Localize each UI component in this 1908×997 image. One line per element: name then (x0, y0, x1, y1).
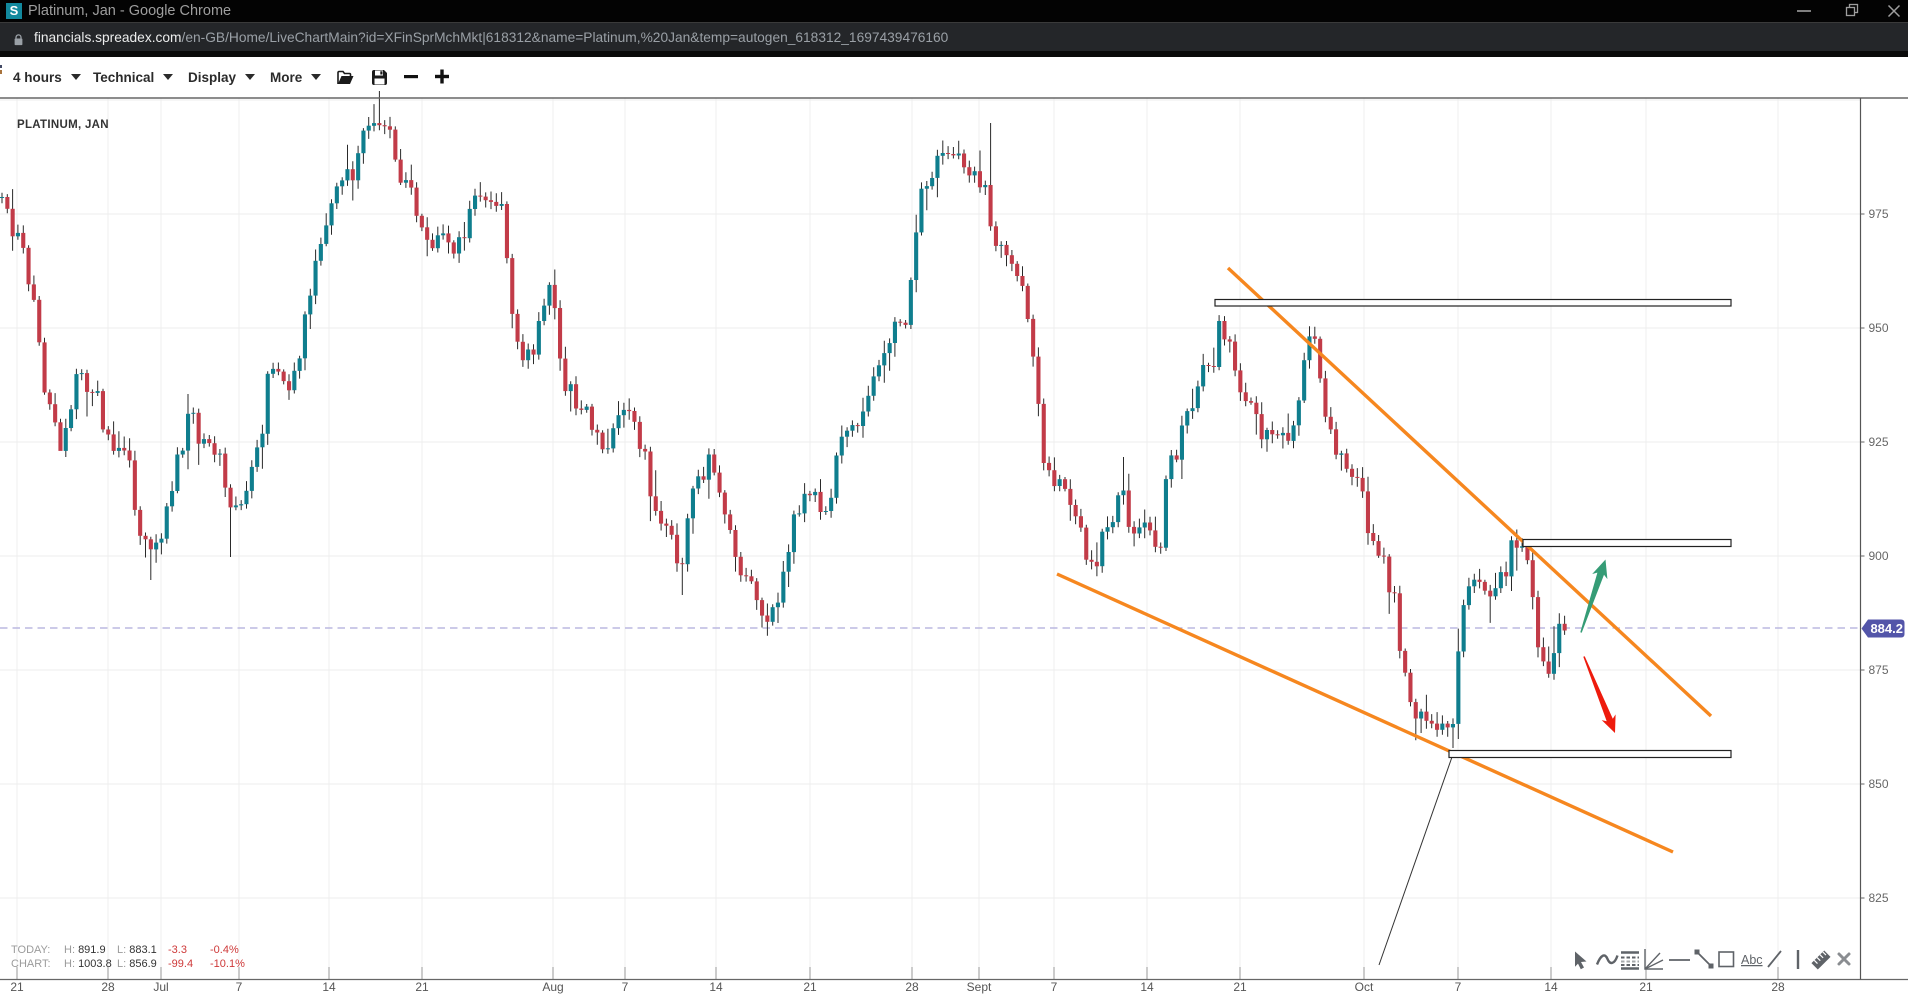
svg-text:875: 875 (1869, 663, 1889, 677)
svg-text:TODAY:: TODAY: (11, 944, 50, 956)
svg-text:21: 21 (803, 980, 817, 994)
svg-text:Jul: Jul (153, 980, 168, 994)
svg-text:14: 14 (1140, 980, 1154, 994)
svg-text:950: 950 (1869, 321, 1889, 335)
svg-text:7: 7 (1455, 980, 1462, 994)
svg-text:884.2: 884.2 (1870, 621, 1903, 636)
svg-text:L: 856.9: L: 856.9 (117, 958, 157, 970)
svg-text:PLATINUM, JAN: PLATINUM, JAN (17, 119, 109, 131)
svg-text:28: 28 (101, 980, 115, 994)
svg-text:Abc: Abc (1741, 953, 1763, 967)
svg-text:H: 1003.8: H: 1003.8 (64, 958, 112, 970)
svg-text:-10.1%: -10.1% (210, 958, 245, 970)
svg-text:7: 7 (1051, 980, 1058, 994)
svg-text:900: 900 (1869, 549, 1889, 563)
svg-text:7: 7 (622, 980, 629, 994)
svg-text:14: 14 (709, 980, 723, 994)
svg-text:14: 14 (1544, 980, 1558, 994)
svg-text:7: 7 (236, 980, 243, 994)
svg-text:825: 825 (1869, 891, 1889, 905)
svg-text:Oct: Oct (1355, 980, 1374, 994)
svg-text:21: 21 (1233, 980, 1247, 994)
svg-text:850: 850 (1869, 777, 1889, 791)
svg-text:28: 28 (1771, 980, 1785, 994)
svg-text:-99.4: -99.4 (168, 958, 193, 970)
svg-text:L: 883.1: L: 883.1 (117, 944, 157, 956)
svg-text:Aug: Aug (542, 980, 563, 994)
svg-text:975: 975 (1869, 207, 1889, 221)
svg-text:21: 21 (10, 980, 24, 994)
svg-text:925: 925 (1869, 435, 1889, 449)
svg-text:21: 21 (1639, 980, 1653, 994)
svg-text:21: 21 (415, 980, 429, 994)
svg-text:-3.3: -3.3 (168, 944, 187, 956)
svg-text:-0.4%: -0.4% (210, 944, 239, 956)
svg-text:CHART:: CHART: (11, 958, 51, 970)
svg-text:28: 28 (905, 980, 919, 994)
svg-text:14: 14 (322, 980, 336, 994)
svg-text:Sept: Sept (967, 980, 992, 994)
svg-text:H: 891.9: H: 891.9 (64, 944, 106, 956)
